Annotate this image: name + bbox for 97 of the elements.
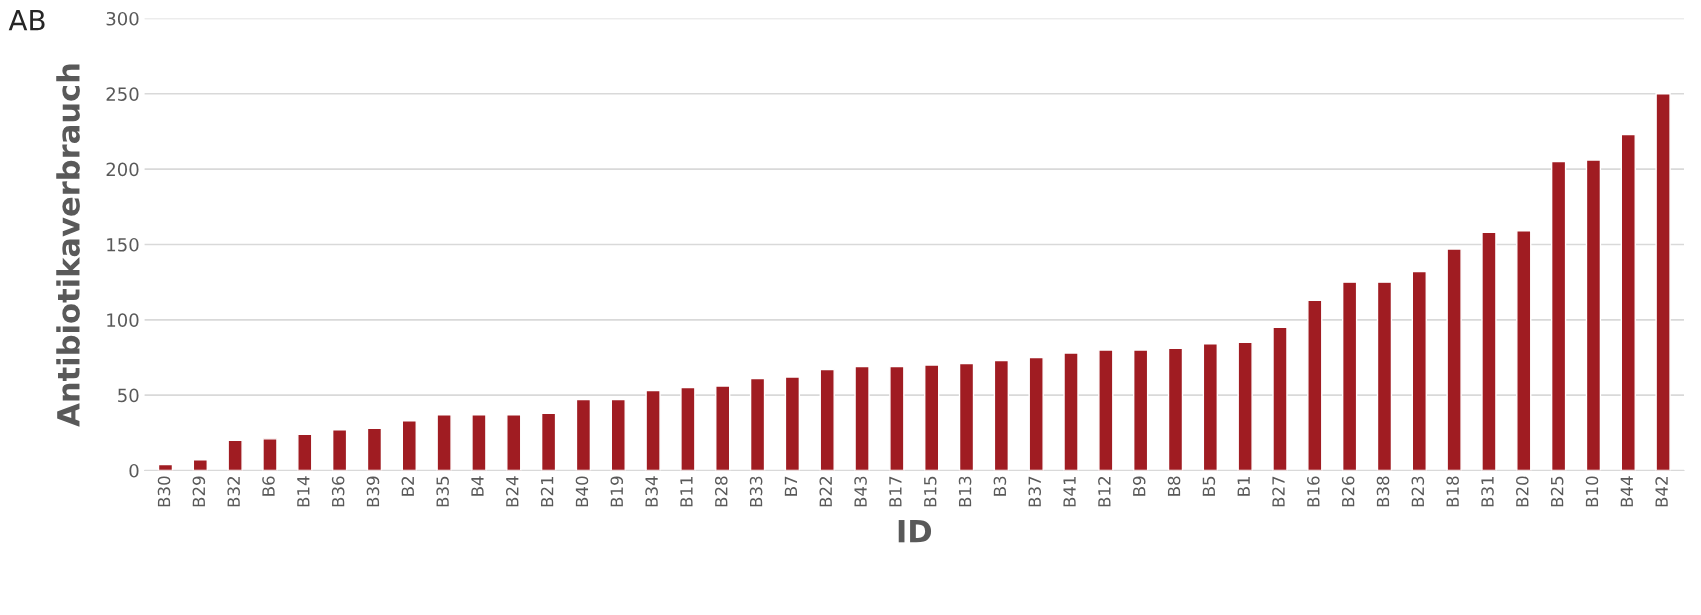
bar — [1655, 93, 1671, 471]
bar — [297, 433, 313, 471]
bar — [1411, 270, 1427, 471]
x-tick-label: B7 — [784, 476, 797, 496]
bar — [227, 439, 243, 471]
x-tick-label: B29 — [192, 476, 206, 507]
bar — [1446, 248, 1462, 471]
x-tick-label: B41 — [1063, 476, 1076, 507]
y-tick-label: 100 — [107, 313, 139, 327]
bar — [749, 377, 766, 471]
chart-title: AB — [8, 10, 45, 31]
y-tick-label: 300 — [106, 11, 139, 26]
bar — [924, 364, 940, 471]
bar — [1237, 341, 1253, 471]
x-tick-label: B1 — [1237, 476, 1250, 496]
x-tick-label: B37 — [1028, 476, 1042, 507]
x-tick-label: B12 — [1098, 477, 1111, 507]
bar — [262, 438, 278, 471]
x-tick-label: B18 — [1446, 476, 1459, 507]
bar — [1133, 349, 1149, 471]
bar — [436, 414, 452, 471]
x-tick-label: B11 — [680, 476, 693, 507]
x-tick-label: B8 — [1167, 476, 1181, 496]
bar — [1307, 299, 1323, 471]
bar — [1028, 356, 1044, 471]
bar — [610, 398, 626, 471]
x-tick-label: B30 — [157, 476, 171, 507]
y-tick-label: 50 — [118, 388, 139, 403]
bar — [958, 362, 975, 471]
x-tick-label: B31 — [1481, 476, 1494, 507]
bar — [1585, 159, 1602, 471]
bar — [366, 427, 383, 471]
bar — [506, 414, 522, 471]
bar — [1481, 231, 1497, 471]
bar — [993, 359, 1010, 471]
x-tick-label: B3 — [993, 476, 1007, 496]
x-tick-label: B42 — [1655, 477, 1668, 507]
bar — [715, 385, 731, 471]
y-tick-label: 150 — [107, 237, 139, 252]
x-tick-label: B39 — [366, 476, 380, 507]
bar — [1341, 281, 1358, 471]
x-tick-label: B10 — [1585, 476, 1599, 507]
x-tick-label: B43 — [854, 476, 867, 507]
x-tick-label: B19 — [610, 476, 624, 507]
x-tick-label: B27 — [1272, 476, 1285, 507]
bar — [401, 420, 417, 471]
bar — [889, 365, 905, 471]
bar — [331, 429, 348, 471]
x-tick-label: B14 — [297, 476, 310, 507]
bar — [1516, 230, 1532, 471]
y-axis-title: Antibiotikaverbrauch — [56, 64, 80, 427]
x-tick-label: B22 — [819, 477, 832, 507]
bar — [1620, 133, 1636, 471]
bar — [540, 412, 557, 471]
x-tick-label: B40 — [575, 476, 589, 507]
bar — [784, 376, 801, 471]
bar — [854, 365, 870, 471]
bar — [1167, 347, 1184, 471]
bar — [1063, 352, 1079, 471]
bar — [1202, 343, 1218, 471]
y-tick-label: 0 — [129, 463, 139, 478]
y-tick-label: 200 — [106, 162, 139, 177]
x-tick-label: B23 — [1411, 476, 1425, 507]
x-tick-label: B44 — [1620, 476, 1633, 507]
bar — [645, 389, 661, 471]
x-tick-label: B32 — [227, 477, 240, 507]
bar — [1550, 160, 1567, 471]
x-tick-label: B34 — [645, 476, 658, 507]
y-tick-label: 250 — [106, 87, 139, 101]
bar — [1272, 326, 1288, 471]
x-tick-label: B38 — [1376, 476, 1390, 507]
bar — [819, 368, 835, 471]
x-tick-label: B36 — [331, 476, 345, 507]
x-tick-label: B2 — [401, 477, 414, 496]
x-tick-label: B35 — [436, 476, 449, 507]
x-tick-label: B5 — [1202, 476, 1216, 496]
x-tick-label: B16 — [1307, 476, 1320, 507]
x-tick-label: B17 — [889, 476, 902, 507]
bar — [575, 398, 592, 471]
x-tick-label: B25 — [1550, 476, 1564, 507]
x-tick-label: B4 — [471, 476, 484, 496]
bar — [680, 386, 696, 471]
x-tick-label: B15 — [924, 476, 937, 507]
x-tick-label: B21 — [540, 476, 554, 507]
x-tick-label: B13 — [958, 476, 972, 507]
x-tick-label: B20 — [1516, 476, 1529, 507]
x-tick-label: B6 — [262, 476, 275, 496]
bar — [1098, 349, 1114, 471]
x-axis-title: ID — [898, 520, 932, 543]
x-tick-label: B9 — [1132, 476, 1146, 496]
x-tick-label: B28 — [714, 476, 728, 507]
bar — [471, 414, 487, 471]
x-tick-label: B33 — [749, 476, 763, 507]
bar — [192, 459, 208, 471]
x-tick-label: B24 — [505, 476, 519, 507]
bar — [1376, 281, 1393, 471]
x-tick-label: B26 — [1341, 476, 1355, 507]
